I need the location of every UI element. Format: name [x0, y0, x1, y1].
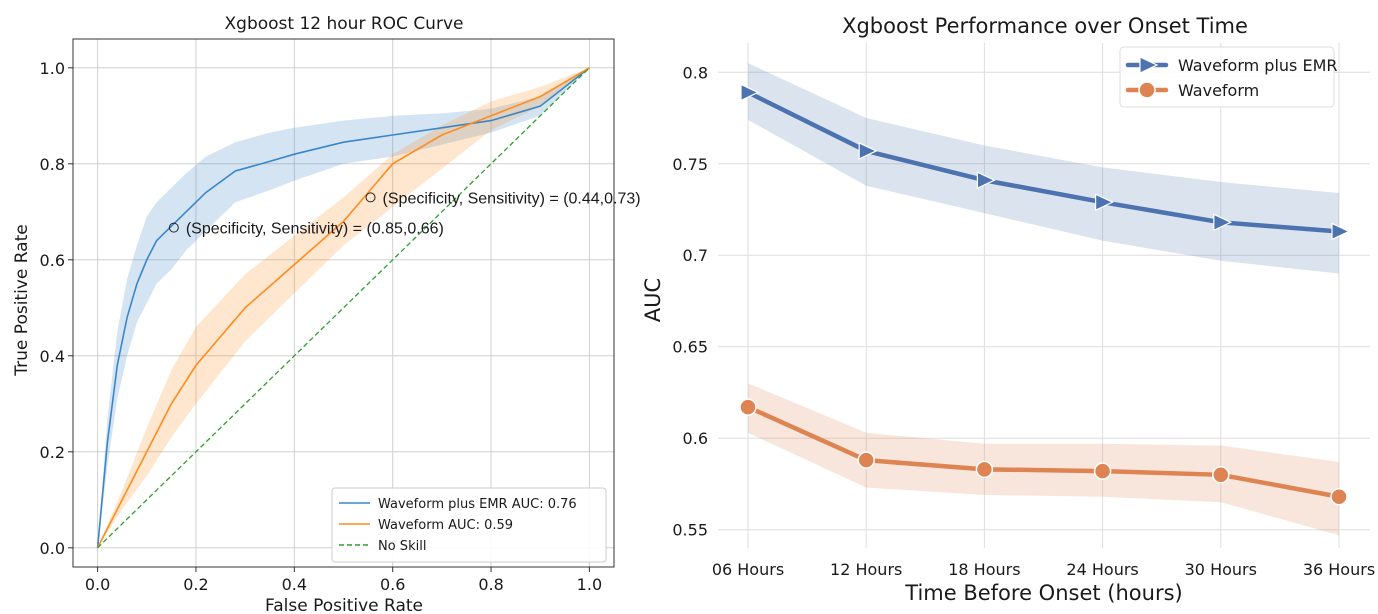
roc-annotation-marker [168, 222, 179, 233]
auc-x-tick-label: 06 Hours [712, 560, 784, 579]
auc-band-1 [748, 383, 1339, 536]
roc-x-tick-label: 0.8 [478, 575, 503, 594]
auc-point-marker [739, 398, 757, 416]
roc-x-tick-label: 0.6 [380, 575, 405, 594]
roc-series-lines [96, 67, 590, 549]
roc-y-axis-label: True Positive Rate [12, 224, 32, 376]
auc-y-tick-label: 0.75 [672, 155, 708, 174]
auc-x-tick-label: 12 Hours [830, 560, 902, 579]
roc-x-tick-label: 0.2 [183, 575, 208, 594]
roc-y-tick-label: 0.0 [40, 539, 65, 558]
auc-legend-label: Waveform plus EMR [1178, 56, 1338, 75]
auc-series-line-1 [745, 404, 1342, 500]
auc-point-marker [1093, 462, 1112, 480]
roc-legend-box [331, 487, 607, 563]
roc-annotations: (Specificity, Sensitivity) = (0.85,0.66)… [168, 190, 641, 238]
roc-legend-label: Waveform plus EMR AUC: 0.76 [378, 497, 577, 512]
auc-chart-title: Xgboost Performance over Onset Time [842, 14, 1248, 38]
roc-plot-frame [72, 38, 615, 568]
roc-chart: Xgboost 12 hour ROC Curve (Specificity, … [12, 14, 641, 614]
roc-legend-label: No Skill [378, 539, 426, 554]
roc-chart-title: Xgboost 12 hour ROC Curve [225, 14, 464, 34]
roc-y-tick-label: 0.2 [40, 443, 65, 462]
auc-x-tick-label: 30 Hours [1185, 560, 1257, 579]
roc-series-line-2 [97, 67, 590, 549]
roc-confidence-bands [97, 67, 590, 548]
auc-x-tick-label: 24 Hours [1066, 560, 1138, 579]
auc-series-line-0 [745, 90, 1342, 234]
auc-legend: Waveform plus EMR Waveform [1119, 46, 1338, 108]
auc-point-marker [740, 83, 760, 102]
auc-point-marker [858, 142, 878, 160]
auc-y-tick-label: 0.65 [672, 338, 708, 357]
roc-band-0 [97, 67, 590, 548]
roc-y-tick-label: 0.4 [40, 347, 65, 366]
roc-annotation-text: (Specificity, Sensitivity) = (0.85,0.66) [186, 221, 444, 238]
auc-onset-chart: Xgboost Performance over Onset Time 06 H… [641, 14, 1375, 605]
auc-point-marker [1331, 222, 1351, 241]
auc-tick-labels: 06 Hours 12 Hours 18 Hours 24 Hours 30 Hours… [672, 63, 1375, 579]
roc-tick-labels: 0.0 0.2 0.4 0.6 0.8 1.0 0.0 0.2 0.4 0.6 0.8 1.0 [40, 59, 603, 594]
roc-annotation-text: (Specificity, Sensitivity) = (0.44,0.73) [383, 190, 641, 207]
auc-point-marker [1213, 213, 1233, 232]
auc-band-0 [748, 63, 1339, 274]
auc-point-marker [975, 460, 994, 479]
auc-point-marker [857, 451, 875, 469]
auc-y-axis-label: AUC [641, 278, 665, 322]
roc-grid [73, 39, 614, 567]
roc-legend-label: Waveform AUC: 0.59 [378, 518, 513, 533]
roc-legend: Waveform plus EMR AUC: 0.76 Waveform AUC:… [331, 487, 607, 563]
roc-series-line-1 [96, 67, 590, 549]
roc-x-tick-label: 0.4 [282, 575, 307, 594]
auc-x-axis-label: Time Before Onset (hours) [904, 581, 1182, 605]
auc-grid [718, 43, 1370, 548]
roc-x-axis-label: False Positive Rate [265, 596, 423, 614]
auc-legend-box [1119, 46, 1335, 108]
auc-series-lines [739, 83, 1351, 506]
auc-x-tick-label: 36 Hours [1303, 560, 1375, 579]
roc-x-tick-label: 0.0 [85, 575, 110, 594]
auc-point-marker [1094, 193, 1115, 212]
auc-y-tick-label: 0.55 [672, 521, 708, 540]
roc-y-tick-label: 1.0 [40, 59, 65, 78]
auc-point-marker [1212, 466, 1230, 484]
roc-series-line-0 [96, 67, 590, 548]
auc-legend-marker [1138, 81, 1156, 99]
auc-x-tick-label: 18 Hours [948, 560, 1020, 579]
auc-legend-marker [1139, 56, 1159, 74]
auc-point-marker [976, 171, 996, 190]
auc-y-tick-label: 0.6 [683, 429, 708, 448]
auc-point-marker [1330, 488, 1348, 506]
roc-annotation-marker [365, 192, 376, 203]
auc-y-tick-label: 0.8 [683, 63, 708, 82]
roc-x-tick-label: 1.0 [577, 575, 602, 594]
auc-y-tick-label: 0.7 [683, 246, 708, 265]
auc-confidence-bands [748, 63, 1339, 536]
roc-y-tick-label: 0.6 [40, 251, 65, 270]
auc-legend-label: Waveform [1178, 81, 1259, 100]
roc-y-tick-label: 0.8 [40, 155, 65, 174]
